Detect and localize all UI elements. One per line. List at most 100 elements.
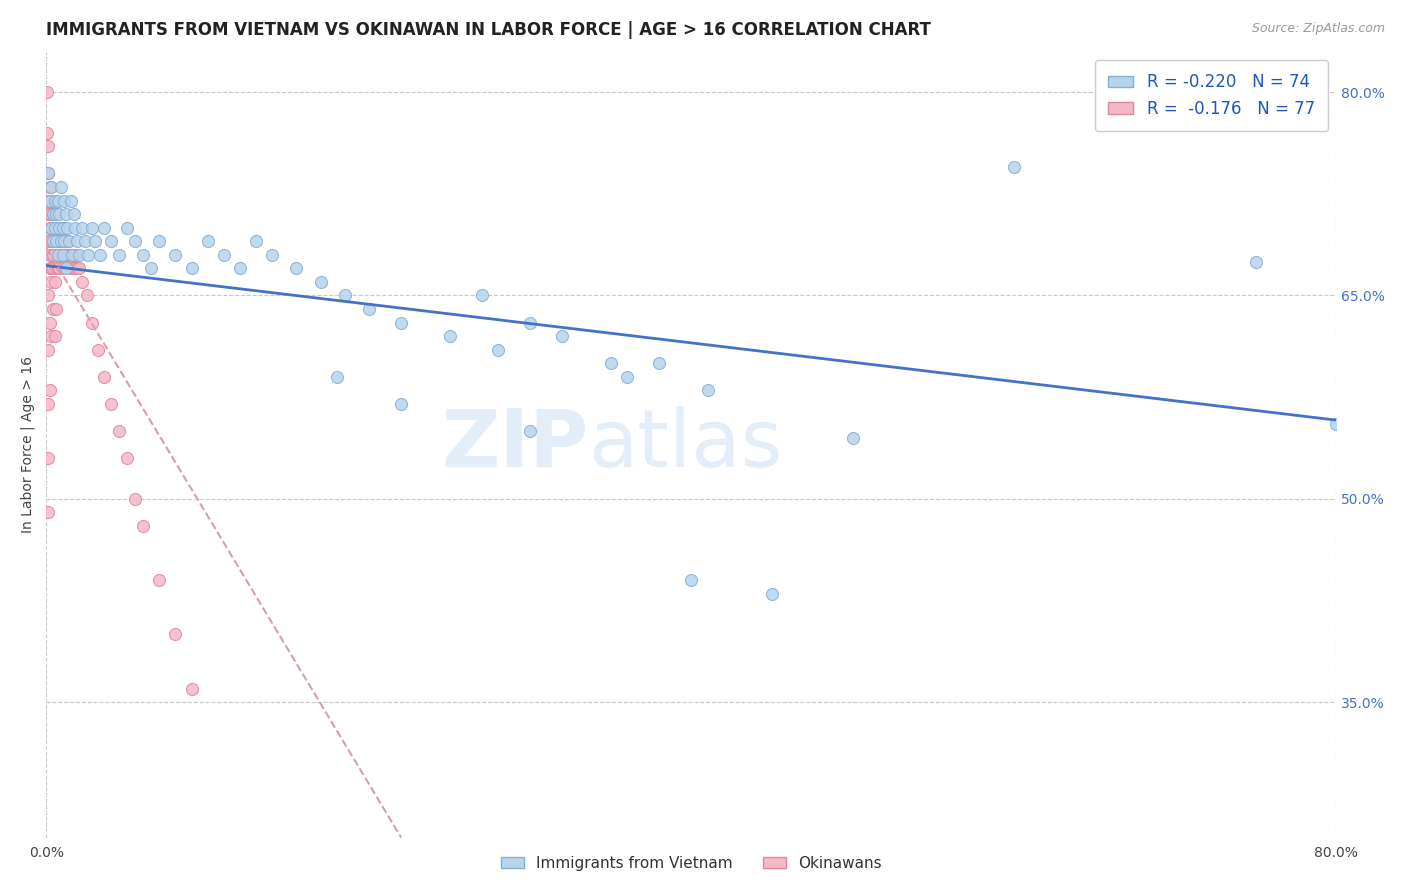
- Point: [67, 261, 90, 276]
- Point: [42, 207, 65, 221]
- Point: [471, 288, 494, 302]
- Point: [39, 329, 62, 343]
- Point: [519, 316, 541, 330]
- Point: [38, 220, 60, 235]
- Point: [63, 207, 86, 221]
- Point: [58, 248, 80, 262]
- Point: [70, 275, 93, 289]
- Point: [696, 384, 718, 398]
- Point: [37, 234, 59, 248]
- Text: Source: ZipAtlas.com: Source: ZipAtlas.com: [1251, 22, 1385, 36]
- Point: [55, 234, 77, 248]
- Point: [45, 261, 67, 276]
- Point: [325, 369, 347, 384]
- Point: [44, 220, 66, 235]
- Point: [681, 573, 703, 587]
- Point: [44, 248, 66, 262]
- Point: [37, 343, 59, 357]
- Point: [37, 207, 59, 221]
- Point: [42, 220, 65, 235]
- Point: [48, 234, 70, 248]
- Point: [65, 248, 87, 262]
- Point: [45, 234, 67, 248]
- Point: [180, 681, 202, 696]
- Point: [37, 126, 59, 140]
- Point: [66, 261, 89, 276]
- Point: [53, 248, 76, 262]
- Point: [80, 316, 103, 330]
- Point: [44, 329, 66, 343]
- Point: [44, 275, 66, 289]
- Point: [46, 248, 69, 262]
- Point: [48, 207, 70, 221]
- Point: [39, 275, 62, 289]
- Point: [38, 194, 60, 208]
- Point: [48, 261, 70, 276]
- Point: [38, 180, 60, 194]
- Point: [48, 220, 70, 235]
- Point: [46, 194, 69, 208]
- Point: [124, 491, 146, 506]
- Point: [38, 261, 60, 276]
- Point: [42, 207, 65, 221]
- Point: [42, 248, 65, 262]
- Point: [39, 220, 62, 235]
- Text: IMMIGRANTS FROM VIETNAM VS OKINAWAN IN LABOR FORCE | AGE > 16 CORRELATION CHART: IMMIGRANTS FROM VIETNAM VS OKINAWAN IN L…: [46, 21, 931, 39]
- Point: [761, 587, 783, 601]
- Point: [39, 261, 62, 276]
- Point: [389, 316, 412, 330]
- Point: [83, 234, 105, 248]
- Point: [49, 234, 72, 248]
- Point: [48, 220, 70, 235]
- Point: [46, 261, 69, 276]
- Point: [60, 248, 83, 262]
- Point: [39, 194, 62, 208]
- Point: [52, 220, 75, 235]
- Text: ZIP: ZIP: [441, 406, 588, 483]
- Point: [45, 234, 67, 248]
- Point: [486, 343, 509, 357]
- Point: [58, 234, 80, 248]
- Point: [1002, 160, 1025, 174]
- Point: [59, 261, 82, 276]
- Point: [37, 451, 59, 466]
- Point: [37, 288, 59, 302]
- Point: [52, 248, 75, 262]
- Point: [132, 519, 155, 533]
- Point: [44, 207, 66, 221]
- Point: [333, 288, 356, 302]
- Point: [65, 220, 87, 235]
- Point: [45, 207, 67, 221]
- Point: [124, 234, 146, 248]
- Point: [87, 343, 110, 357]
- Point: [63, 261, 86, 276]
- Point: [55, 248, 77, 262]
- Point: [53, 234, 76, 248]
- Point: [53, 234, 76, 248]
- Point: [55, 261, 77, 276]
- Point: [648, 356, 671, 370]
- Point: [37, 397, 59, 411]
- Point: [39, 234, 62, 248]
- Point: [42, 261, 65, 276]
- Point: [389, 397, 412, 411]
- Point: [165, 627, 187, 641]
- Point: [115, 451, 138, 466]
- Y-axis label: In Labor Force | Age > 16: In Labor Force | Age > 16: [21, 356, 35, 533]
- Point: [49, 234, 72, 248]
- Point: [245, 234, 267, 248]
- Point: [39, 220, 62, 235]
- Point: [108, 248, 131, 262]
- Point: [52, 248, 75, 262]
- Point: [46, 234, 69, 248]
- Point: [148, 573, 170, 587]
- Point: [75, 234, 97, 248]
- Point: [37, 166, 59, 180]
- Point: [519, 424, 541, 438]
- Point: [70, 220, 93, 235]
- Legend: Immigrants from Vietnam, Okinawans: Immigrants from Vietnam, Okinawans: [495, 850, 889, 877]
- Point: [165, 248, 187, 262]
- Point: [56, 234, 79, 248]
- Point: [599, 356, 621, 370]
- Text: atlas: atlas: [588, 406, 783, 483]
